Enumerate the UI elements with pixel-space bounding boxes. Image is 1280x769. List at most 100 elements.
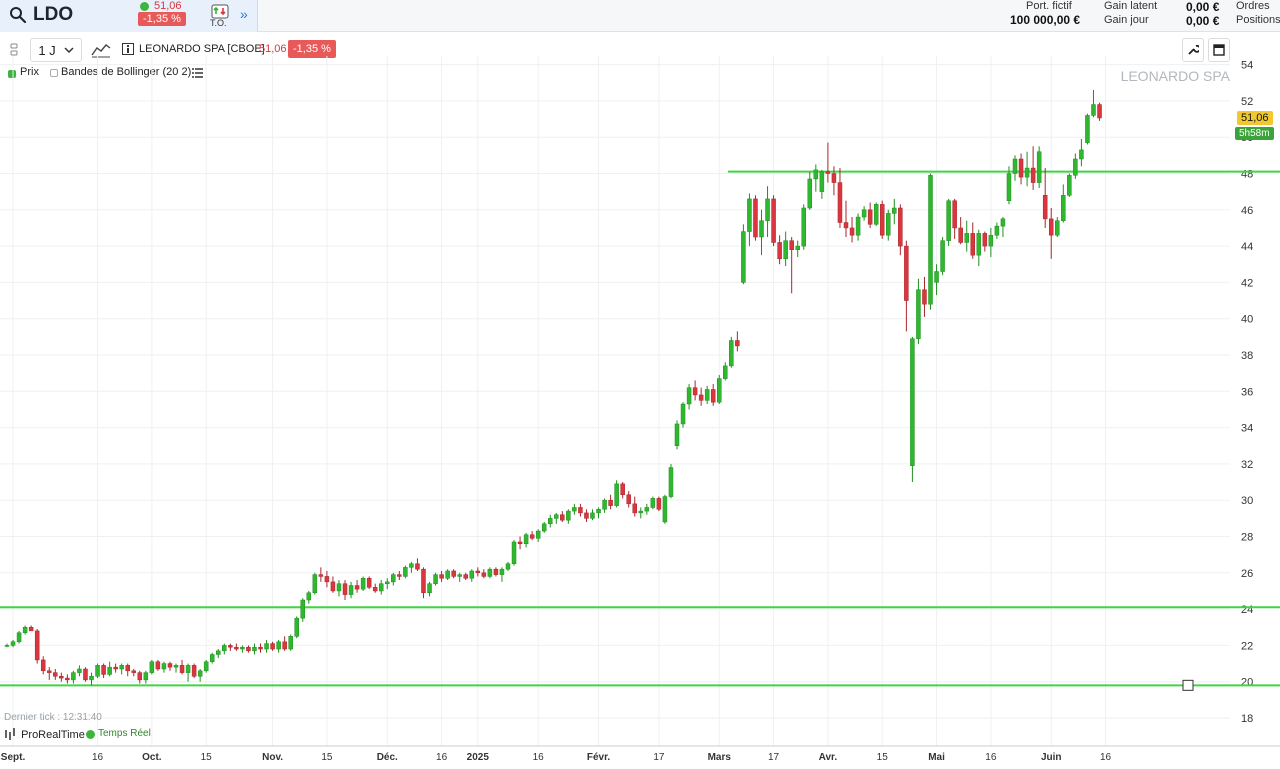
candle-body xyxy=(626,494,631,505)
candle-body xyxy=(716,378,722,403)
drag-handle-icon[interactable] xyxy=(4,38,24,62)
candle-body xyxy=(372,587,378,592)
top-bar: LDO 51,06 -1,35 % T.O. » Port. fictif 10… xyxy=(0,0,1280,32)
expand-chevron-icon[interactable]: » xyxy=(240,6,248,22)
x-tick-label: Mars xyxy=(708,752,732,763)
brand-text: ProRealTime xyxy=(21,729,85,741)
candle-body xyxy=(867,209,873,225)
candle-body xyxy=(886,213,891,236)
candle-body xyxy=(197,670,203,677)
candle-body xyxy=(137,672,143,681)
list-menu-icon[interactable] xyxy=(192,68,203,78)
candle-body xyxy=(276,641,281,650)
y-tick-label: 18 xyxy=(1241,713,1253,725)
candle-body xyxy=(28,627,34,632)
candle-body xyxy=(692,387,698,396)
candle-body xyxy=(1073,158,1078,176)
candle-body xyxy=(403,567,408,577)
candle-body xyxy=(1097,104,1102,119)
y-tick-label: 20 xyxy=(1241,677,1253,689)
candle-body xyxy=(837,182,843,223)
candle-body xyxy=(463,574,468,579)
bollinger-legend-label[interactable]: Bandes de Bollinger (20 2) xyxy=(61,66,192,78)
candle-body xyxy=(318,574,324,577)
positions-link[interactable]: Positions xyxy=(1236,14,1280,26)
latent-gain-label: Gain latent xyxy=(1104,0,1158,12)
candle-body xyxy=(572,507,577,512)
orders-link[interactable]: Ordres xyxy=(1236,0,1270,12)
candle-body xyxy=(131,670,137,673)
candle-body xyxy=(789,240,794,250)
x-tick-label: Déc. xyxy=(377,752,398,763)
candle-body xyxy=(415,563,420,570)
candle-body xyxy=(71,672,76,681)
x-tick-label: 16 xyxy=(1100,752,1112,763)
candle-body xyxy=(487,568,493,577)
candle-body xyxy=(1091,104,1096,116)
candle-body xyxy=(312,574,318,594)
candle-body xyxy=(511,541,517,564)
portfolio-label: Port. fictif xyxy=(1026,0,1072,12)
info-icon[interactable] xyxy=(122,43,134,55)
timeframe-value: 1 J xyxy=(38,42,56,58)
search-icon[interactable] xyxy=(9,6,27,24)
candle-body xyxy=(234,646,239,650)
timeframe-select[interactable]: 1 J xyxy=(30,38,82,62)
candle-body xyxy=(916,289,921,339)
settings-wrench-icon[interactable] xyxy=(1182,38,1204,62)
candle-body xyxy=(216,650,221,655)
candle-body xyxy=(246,646,251,652)
candle-body xyxy=(632,503,637,514)
candle-body xyxy=(505,563,511,570)
y-tick-label: 38 xyxy=(1241,350,1253,362)
bollinger-checkbox[interactable] xyxy=(50,69,58,77)
symbol-box[interactable]: LDO 51,06 -1,35 % T.O. » xyxy=(0,0,258,32)
candle-body xyxy=(777,242,782,260)
candle-body xyxy=(391,574,396,583)
candle-body xyxy=(258,646,263,650)
y-tick-label: 32 xyxy=(1241,459,1253,471)
x-tick-label: Oct. xyxy=(142,752,162,763)
portfolio-value: 100 000,00 € xyxy=(1010,13,1081,27)
candle-body xyxy=(819,171,825,192)
candle-body xyxy=(560,514,565,521)
candle-body xyxy=(228,645,233,648)
candle-body xyxy=(1067,175,1072,196)
candle-body xyxy=(421,568,426,594)
candle-body xyxy=(330,581,336,592)
x-tick-label: Févr. xyxy=(587,752,611,763)
window-icon[interactable] xyxy=(1208,38,1230,62)
candle-body xyxy=(451,570,456,577)
candle-body xyxy=(1055,220,1060,236)
current-price-tag: 51,06 xyxy=(1237,111,1273,125)
candle-body xyxy=(904,245,909,301)
candle-body xyxy=(4,645,10,647)
candle-body xyxy=(554,514,559,519)
candle-body xyxy=(1036,151,1042,183)
candle-body xyxy=(656,498,662,510)
candle-body xyxy=(89,676,94,681)
candle-body xyxy=(523,534,529,545)
x-tick-label: Juin xyxy=(1041,752,1062,763)
candle-body xyxy=(535,530,541,539)
price-legend-label[interactable]: Prix xyxy=(20,66,39,78)
trading-order-icon[interactable] xyxy=(210,3,230,29)
live-status-dot xyxy=(140,2,149,11)
candle-body xyxy=(185,665,191,673)
y-tick-label: 40 xyxy=(1241,314,1253,326)
candle-body xyxy=(499,568,505,575)
latent-gain-value: 0,00 € xyxy=(1186,0,1220,14)
candle-body xyxy=(457,574,462,577)
candle-body xyxy=(1085,115,1090,143)
candle-body xyxy=(409,563,414,568)
candle-body xyxy=(143,672,149,681)
candle-body xyxy=(101,665,106,675)
x-tick-label: Mai xyxy=(928,752,945,763)
candle-body xyxy=(397,574,402,577)
brand-label: ProRealTime xyxy=(4,728,85,741)
chart-type-icon[interactable] xyxy=(88,38,114,62)
realtime-dot xyxy=(86,730,95,739)
level-marker-icon xyxy=(1182,679,1194,691)
candle-body xyxy=(1018,158,1024,178)
